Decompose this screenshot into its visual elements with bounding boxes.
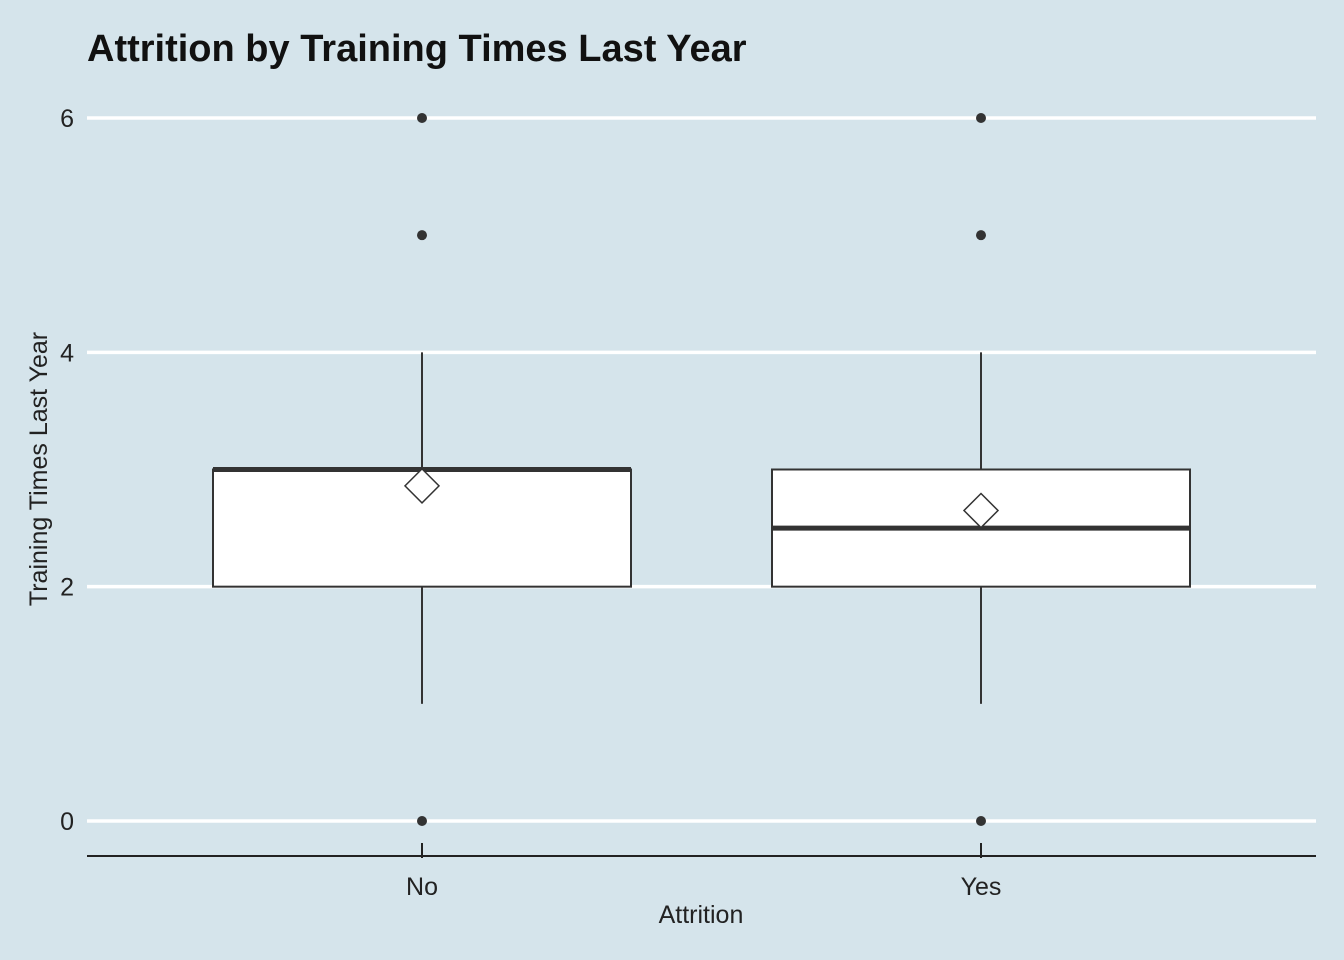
x-tick-label-yes: Yes	[961, 873, 1002, 901]
box-group-no	[212, 113, 632, 826]
y-tick-labels: 0 2 4 6	[60, 105, 74, 836]
outlier-point-no-2	[417, 113, 427, 123]
outlier-point-no-0	[417, 816, 427, 826]
y-tick-label-6: 6	[60, 105, 74, 133]
box-group-yes	[771, 113, 1191, 826]
mean-marker-yes	[962, 492, 1000, 529]
outlier-point-yes-1	[976, 230, 986, 241]
y-axis-title: Training Times Last Year	[25, 332, 53, 606]
y-tick-label-4: 4	[60, 339, 74, 367]
x-axis-title: Attrition	[659, 901, 744, 929]
x-tick-label-no: No	[406, 873, 438, 901]
y-tick-label-2: 2	[60, 574, 74, 602]
outlier-point-no-1	[417, 230, 427, 241]
chart-title: Attrition by Training Times Last Year	[87, 28, 747, 70]
outlier-point-yes-2	[976, 113, 986, 123]
x-axis: No Yes	[87, 843, 1316, 901]
y-tick-label-0: 0	[60, 808, 74, 836]
mean-marker-no	[403, 467, 441, 504]
boxes-layer	[212, 113, 1191, 826]
outlier-point-yes-0	[976, 816, 986, 826]
